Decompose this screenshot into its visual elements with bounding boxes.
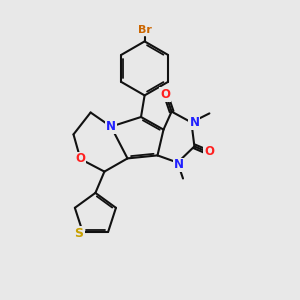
Text: O: O: [204, 145, 214, 158]
Text: N: N: [174, 158, 184, 172]
Text: N: N: [189, 116, 200, 129]
Text: O: O: [160, 88, 170, 101]
Text: O: O: [75, 152, 85, 166]
Text: N: N: [106, 120, 116, 133]
Text: Br: Br: [138, 25, 152, 35]
Text: S: S: [75, 227, 84, 240]
